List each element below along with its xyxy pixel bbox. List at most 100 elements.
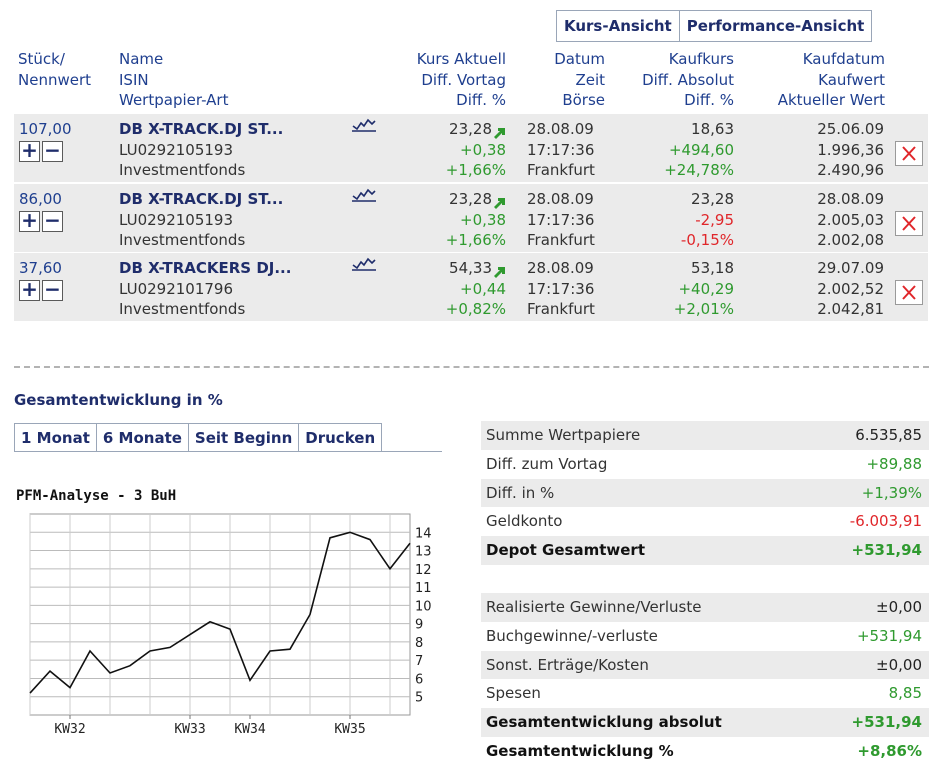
summary-value: +1,39% (861, 483, 922, 502)
print-button[interactable]: Drucken (299, 423, 383, 452)
summary-row: Diff. in % +1,39% (481, 478, 929, 508)
summary-value: +8,86% (857, 742, 922, 760)
close-icon (902, 146, 916, 161)
position-quantity: 37,60 (19, 259, 62, 277)
diff-abs-pct: +24,78% (664, 161, 734, 179)
decrease-button[interactable]: − (42, 210, 63, 232)
buy-price: 23,28 (691, 190, 734, 208)
increase-button[interactable]: + (19, 279, 40, 301)
diff-abs: +40,29 (678, 279, 734, 298)
chart-plot-area (29, 513, 411, 716)
tab-seit-beginn[interactable]: Seit Beginn (188, 423, 300, 452)
buy-price: 18,63 (691, 120, 734, 138)
chart-icon[interactable] (352, 118, 376, 136)
header-price: Kurs Aktuell (416, 50, 506, 68)
current-price-value: 23,28 (449, 120, 492, 138)
chart-icon[interactable] (352, 188, 376, 206)
summary-row: Depot Gesamtwert +531,94 (481, 536, 929, 565)
security-type: Investmentfonds (119, 300, 246, 318)
tab-performance-ansicht[interactable]: Performance-Ansicht (679, 10, 873, 42)
close-icon (902, 285, 916, 300)
header-buy-date: Kaufdatum (802, 50, 885, 68)
current-value: 2.042,81 (817, 300, 884, 318)
section-divider (14, 366, 929, 368)
table-row: 37,60 + − DB X-TRACKERS DJ... LU02921017… (14, 253, 928, 321)
arrow-up-icon (494, 263, 506, 278)
section-title: Gesamtentwicklung in % (14, 391, 223, 409)
delete-button[interactable] (895, 141, 923, 166)
chart-title: PFM-Analyse - 3 BuH (16, 488, 176, 504)
buy-price: 53,18 (691, 259, 734, 277)
decrease-button[interactable]: − (42, 140, 63, 162)
security-name-link[interactable]: DB X-TRACK.DJ ST... (119, 190, 284, 208)
x-tick-label: KW34 (234, 722, 265, 737)
tab-kurs-ansicht[interactable]: Kurs-Ansicht (556, 10, 680, 42)
quote-exchange: Frankfurt (527, 161, 595, 179)
summary-row: Geldkonto -6.003,91 (481, 507, 929, 536)
summary-row: Spesen 8,85 (481, 679, 929, 708)
summary-label: Gesamtentwicklung absolut (486, 713, 722, 732)
header-diff-prev: Diff. Vortag (421, 70, 506, 89)
current-value: 2.490,96 (817, 161, 884, 179)
tab-6-monate[interactable]: 6 Monate (96, 423, 189, 452)
diff-abs-pct: +2,01% (673, 300, 734, 318)
y-tick-label: 10 (415, 599, 432, 614)
header-exchange: Börse (562, 91, 605, 109)
quantity-stepper: + − (19, 279, 63, 301)
table-row: 107,00 + − DB X-TRACK.DJ ST... LU0292105… (14, 114, 928, 182)
tab-underline (14, 451, 442, 452)
decrease-button[interactable]: − (42, 279, 63, 301)
delete-button[interactable] (895, 280, 923, 305)
summary-row: Buchgewinne/-verluste +531,94 (481, 622, 929, 651)
summary-label: Geldkonto (486, 512, 563, 531)
current-price-value: 54,33 (449, 259, 492, 277)
diff-pct: +1,66% (445, 231, 506, 249)
buy-value: 2.002,52 (817, 279, 884, 298)
arrow-up-icon (494, 124, 506, 139)
summary-value: +531,94 (851, 541, 922, 560)
security-isin: LU0292101796 (119, 279, 234, 298)
increase-button[interactable]: + (19, 210, 40, 232)
diff-prev: +0,38 (460, 210, 506, 229)
buy-value: 2.005,03 (817, 210, 884, 229)
tab-1-monat[interactable]: 1 Monat (14, 423, 97, 452)
header-buy-value: Kaufwert (818, 70, 885, 89)
header-qty-line2: Nennwert (18, 70, 92, 89)
summary-label: Summe Wertpapiere (486, 426, 641, 444)
security-name-link[interactable]: DB X-TRACKERS DJ... (119, 259, 292, 277)
summary-value: -6.003,91 (849, 512, 922, 531)
summary-value: ±0,00 (876, 598, 922, 616)
quantity-stepper: + − (19, 210, 63, 232)
y-tick-label: 13 (415, 545, 432, 560)
security-name-link[interactable]: DB X-TRACK.DJ ST... (119, 120, 284, 138)
y-tick-label: 6 (415, 672, 423, 687)
x-tick-label: KW33 (174, 722, 205, 737)
summary-value: ±0,00 (876, 655, 922, 674)
quote-date: 28.08.09 (527, 120, 594, 138)
summary-label: Gesamtentwicklung % (486, 742, 674, 760)
chart-icon[interactable] (352, 257, 376, 275)
chart-series-line (29, 531, 411, 694)
increase-button[interactable]: + (19, 140, 40, 162)
security-isin: LU0292105193 (119, 140, 234, 159)
summary-label: Buchgewinne/-verluste (486, 626, 658, 645)
diff-pct: +0,82% (445, 300, 506, 318)
header-name: Name (119, 50, 164, 68)
summary-row: Sonst. Erträge/Kosten ±0,00 (481, 650, 929, 680)
performance-chart: PFM-Analyse - 3 BuH 5 6 7 8 9 10 11 12 13 14 KW32 KW… (14, 482, 442, 767)
y-tick-label: 11 (415, 581, 432, 596)
summary-label: Depot Gesamtwert (486, 541, 645, 560)
summary-label: Diff. in % (486, 483, 555, 502)
buy-value: 1.996,36 (817, 140, 884, 159)
delete-button[interactable] (895, 211, 923, 236)
header-buy-price: Kaufkurs (668, 50, 734, 68)
x-tick-label: KW35 (334, 722, 365, 737)
summary-label: Spesen (486, 684, 541, 703)
current-price: 23,28 (364, 119, 506, 140)
header-diff-abs-pct: Diff. % (684, 91, 734, 109)
summary-row: Diff. zum Vortag +89,88 (481, 450, 929, 479)
y-tick-label: 12 (415, 563, 432, 578)
diff-abs-pct: -0,15% (680, 231, 734, 249)
y-tick-label: 14 (415, 526, 432, 541)
summary-label: Diff. zum Vortag (486, 454, 608, 473)
